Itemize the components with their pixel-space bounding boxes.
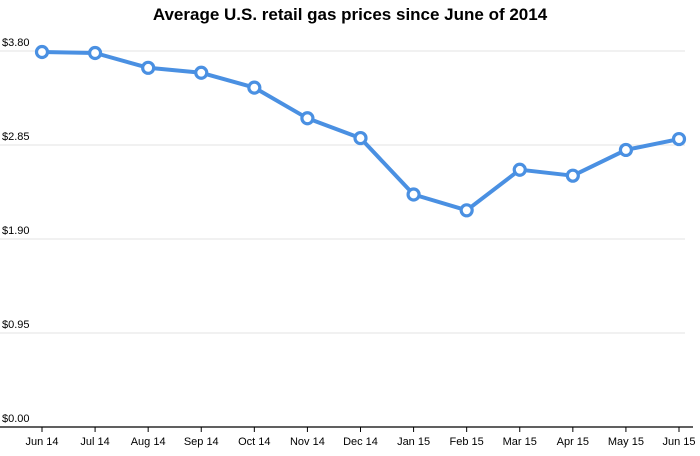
x-tick-label: Mar 15: [503, 436, 537, 448]
chart-title: Average U.S. retail gas prices since Jun…: [153, 5, 548, 24]
axes: [0, 426, 693, 432]
data-point: [459, 203, 474, 218]
x-tick-label: Jul 14: [80, 436, 109, 448]
y-tick-label: $2.85: [2, 131, 30, 143]
x-tick-label: Feb 15: [450, 436, 484, 448]
data-point: [300, 111, 315, 126]
y-tick-label: $0.00: [2, 413, 30, 425]
x-tick-label: Aug 14: [131, 436, 166, 448]
data-point: [34, 44, 50, 60]
data-point: [618, 142, 634, 158]
x-tick-label: Jun 14: [25, 436, 58, 448]
data-point: [565, 168, 580, 183]
x-tick-label: Jan 15: [397, 436, 430, 448]
data-point: [406, 187, 421, 202]
x-tick-label: Jun 15: [662, 436, 695, 448]
y-tick-label: $3.80: [2, 37, 30, 49]
y-tick-labels: $0.00 $0.95 $1.90 $2.85 $3.80: [2, 37, 30, 425]
data-point: [141, 60, 156, 75]
x-tick-label: Oct 14: [238, 436, 270, 448]
data-points: [34, 44, 687, 218]
x-tick-label: Nov 14: [290, 436, 325, 448]
x-tick-label: Sep 14: [184, 436, 219, 448]
gridlines: [0, 50, 685, 334]
data-point: [194, 65, 209, 80]
data-point: [671, 131, 687, 147]
x-tick-label: May 15: [608, 436, 644, 448]
y-tick-label: $1.90: [2, 225, 30, 237]
x-tick-label: Dec 14: [343, 436, 378, 448]
y-tick-label: $0.95: [2, 319, 30, 331]
data-point: [512, 162, 527, 177]
data-point: [247, 80, 262, 95]
x-tick-labels: Jun 14 Jul 14 Aug 14 Sep 14 Oct 14 Nov 14 Dec …: [25, 436, 695, 448]
x-tick-label: Apr 15: [557, 436, 589, 448]
data-point: [353, 130, 368, 146]
data-point: [87, 45, 103, 61]
